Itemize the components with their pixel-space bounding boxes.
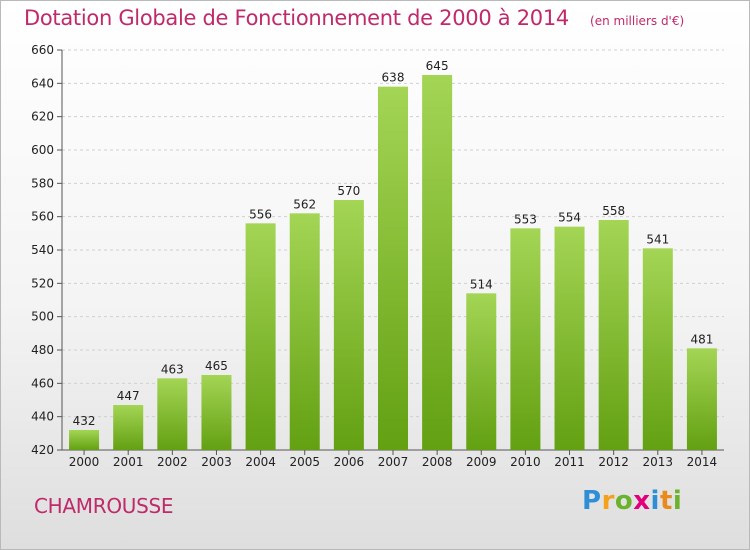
- place-name: CHAMROUSSE: [34, 494, 174, 518]
- bar-value-label: 463: [161, 362, 184, 376]
- bar-value-label: 514: [470, 277, 493, 291]
- y-tick-label: 480: [31, 343, 54, 357]
- bar: [157, 378, 188, 450]
- y-tick-label: 660: [31, 43, 54, 57]
- bar: [289, 213, 320, 450]
- y-tick-label: 520: [31, 276, 54, 290]
- bar: [642, 248, 673, 450]
- x-tick-label: 2007: [378, 455, 409, 469]
- y-tick-label: 440: [31, 410, 54, 424]
- x-tick-label: 2002: [157, 455, 188, 469]
- bar-value-label: 447: [117, 389, 140, 403]
- labels: 420 440 460 480 500 520 540 560 580 600 620 640 660 4…: [31, 43, 717, 469]
- chart-unit: (en milliers d'€): [590, 14, 685, 28]
- x-tick-label: 2001: [113, 455, 144, 469]
- chart-title: Dotation Globale de Fonctionnement de 20…: [24, 6, 569, 30]
- x-tick-label: 2010: [510, 455, 541, 469]
- bar: [510, 228, 541, 450]
- bar-value-label: 553: [514, 212, 537, 226]
- bar-value-label: 570: [337, 184, 360, 198]
- bar-value-label: 554: [558, 211, 581, 225]
- bar: [69, 430, 100, 450]
- bar-value-label: 556: [249, 207, 272, 221]
- x-tick-label: 2011: [554, 455, 585, 469]
- bar-value-label: 638: [382, 71, 405, 85]
- x-tick-label: 2006: [334, 455, 365, 469]
- y-tick-label: 620: [31, 110, 54, 124]
- y-tick-label: 460: [31, 376, 54, 390]
- bar-value-label: 541: [646, 232, 669, 246]
- x-tick-label: 2013: [643, 455, 674, 469]
- proxiti-logo[interactable]: Proxiti: [582, 486, 683, 516]
- bar: [598, 220, 629, 450]
- chart-header: Dotation Globale de Fonctionnement de 20…: [24, 6, 684, 30]
- y-tick-label: 580: [31, 176, 54, 190]
- bar-value-label: 481: [690, 332, 713, 346]
- bar: [201, 375, 232, 450]
- y-tick-label: 640: [31, 76, 54, 90]
- bar: [466, 293, 497, 450]
- bar-value-label: 432: [73, 414, 96, 428]
- bar-value-label: 562: [293, 197, 316, 211]
- bar-value-label: 645: [426, 59, 449, 73]
- x-tick-label: 2003: [201, 455, 232, 469]
- bar-value-label: 558: [602, 204, 625, 218]
- y-tick-label: 560: [31, 210, 54, 224]
- bar: [377, 86, 409, 451]
- bar-value-label: 465: [205, 359, 228, 373]
- bar: [333, 200, 364, 450]
- bar: [554, 226, 585, 450]
- bars: [69, 75, 717, 451]
- x-tick-label: 2005: [289, 455, 320, 469]
- y-tick-label: 600: [31, 143, 54, 157]
- bar: [686, 348, 717, 450]
- bar: [422, 75, 453, 450]
- x-tick-label: 2004: [245, 455, 276, 469]
- x-tick-label: 2012: [598, 455, 629, 469]
- y-tick-label: 500: [31, 310, 54, 324]
- bar: [245, 223, 276, 450]
- bar: [113, 405, 144, 450]
- x-tick-label: 2008: [422, 455, 453, 469]
- y-tick-label: 420: [31, 443, 54, 457]
- y-tick-label: 540: [31, 243, 54, 257]
- x-tick-label: 2009: [466, 455, 497, 469]
- x-tick-label: 2000: [69, 455, 100, 469]
- x-tick-label: 2014: [687, 455, 718, 469]
